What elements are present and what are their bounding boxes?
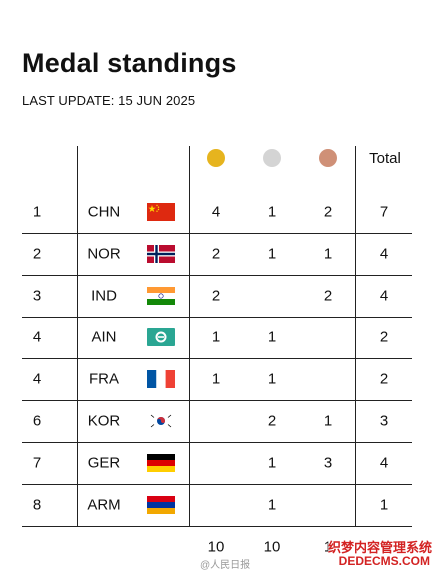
row-divider [22,232,412,234]
rank-cell: 7 [32,454,42,472]
india-flag-icon [147,287,175,305]
korea-flag-icon [147,412,175,430]
total-count: 2 [379,370,389,388]
silver-count: 1 [267,328,277,346]
gold-count: 1 [211,328,221,346]
china-flag-icon [147,203,175,221]
bronze-count: 2 [323,287,333,305]
row-divider [22,441,412,443]
total-count: 4 [379,245,389,263]
total-count: 2 [379,328,389,346]
france-flag-icon [147,370,175,388]
gold-medal-icon [207,149,225,167]
country-code: CHN [87,203,121,221]
total-count: 1 [379,496,389,514]
gold-count: 2 [211,245,221,263]
row-divider [22,358,412,360]
gold-count: 4 [211,203,221,221]
silver-count: 2 [267,412,277,430]
gold-count: 2 [211,287,221,305]
row-divider [22,274,412,276]
rank-cell: 4 [32,328,42,346]
country-code: FRA [89,370,119,388]
column-divider [355,146,356,526]
country-code: ARM [87,496,121,514]
total-count: 7 [379,203,389,221]
armenia-flag-icon [147,496,175,514]
bronze-count: 1 [323,412,333,430]
silver-count: 1 [267,370,277,388]
silver-medal-icon [263,149,281,167]
rank-cell: 3 [32,287,42,305]
country-code: IND [91,287,117,305]
silver-count: 1 [267,203,277,221]
rank-cell: 2 [32,245,42,263]
rank-cell: 4 [32,370,42,388]
page-title: Medal standings [22,48,237,78]
silver-count: 1 [267,454,277,472]
row-divider [22,483,412,485]
bronze-medal-icon [319,149,337,167]
last-update-text: LAST UPDATE: 15 JUN 2025 [22,93,196,108]
bronze-count: 3 [323,454,333,472]
column-divider [77,146,78,526]
rank-cell: 6 [32,412,42,430]
silver-count: 1 [267,496,277,514]
country-code: KOR [87,412,121,430]
country-code: GER [87,454,121,472]
bronze-count: 1 [323,245,333,263]
germany-flag-icon [147,454,175,472]
ain-flag-icon [147,328,175,346]
rank-cell: 8 [32,496,42,514]
norway-flag-icon [147,245,175,263]
totals-silver: 10 [263,538,281,556]
row-divider [22,316,412,318]
silver-count: 1 [267,245,277,263]
row-divider [22,400,412,402]
site-watermark-url: DEDECMS.COM [338,554,430,568]
site-watermark-cn: 织梦内容管理系统 [327,537,432,556]
gold-count: 1 [211,370,221,388]
country-code: NOR [87,245,121,263]
total-count: 4 [379,287,389,305]
source-watermark: @人民日报 [200,560,251,571]
country-code: AIN [91,328,117,346]
total-column-header: Total [369,150,401,167]
column-divider [189,146,190,526]
row-divider [22,525,412,527]
total-count: 3 [379,412,389,430]
total-count: 4 [379,454,389,472]
totals-gold: 10 [207,538,225,556]
bronze-count: 2 [323,203,333,221]
rank-cell: 1 [32,203,42,221]
